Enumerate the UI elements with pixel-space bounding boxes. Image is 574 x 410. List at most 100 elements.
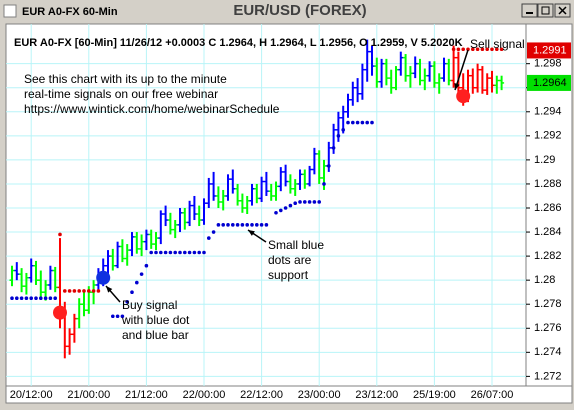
support-dot xyxy=(346,120,350,125)
x-tick-label: 23/00:00 xyxy=(298,389,341,401)
x-tick-label: 22/12:00 xyxy=(240,389,283,401)
support-dot xyxy=(226,223,230,227)
support-dot xyxy=(254,223,259,227)
annotation: real-time signals on our free webinar xyxy=(24,87,218,101)
y-tick-label: 1.29 xyxy=(534,154,555,166)
support-dot xyxy=(336,134,341,138)
support-dot xyxy=(120,314,125,319)
x-tick-label: 26/07:00 xyxy=(471,389,514,401)
maximize-button[interactable] xyxy=(537,3,554,18)
resistance-dot xyxy=(82,289,86,293)
support-dot xyxy=(365,120,370,125)
support-dot xyxy=(183,250,187,255)
support-dot xyxy=(149,250,153,255)
support-dot xyxy=(144,263,149,268)
support-dot xyxy=(360,120,365,125)
support-dot xyxy=(202,250,206,255)
x-tick-label: 21/00:00 xyxy=(67,389,110,401)
minimize-button[interactable] xyxy=(521,3,538,18)
support-dot xyxy=(211,230,216,234)
support-dot xyxy=(221,223,225,227)
support-dot xyxy=(322,182,326,186)
resistance-dot xyxy=(58,232,62,237)
app-icon xyxy=(3,4,17,18)
resistance-dot xyxy=(480,47,485,52)
annotation: See this chart with its up to the minute xyxy=(24,72,227,86)
price-tag xyxy=(527,42,571,59)
chart-title: EUR/USD (FOREX) xyxy=(233,2,366,19)
resistance-dot xyxy=(67,289,72,293)
resistance-dot xyxy=(91,289,96,293)
y-tick-label: 1.282 xyxy=(534,250,562,262)
support-dot xyxy=(192,250,197,255)
annotation: Sell signal xyxy=(470,37,525,51)
resistance-dot xyxy=(490,47,494,52)
support-dot xyxy=(351,120,355,125)
support-dot xyxy=(115,314,120,319)
resistance-dot xyxy=(466,47,470,52)
x-tick-label: 20/12:00 xyxy=(10,389,53,401)
annotation: Buy signal xyxy=(122,298,177,312)
support-dot xyxy=(173,250,177,255)
support-dot xyxy=(250,223,254,227)
y-tick-label: 1.272 xyxy=(534,370,562,382)
support-dot xyxy=(207,236,211,240)
price-tag xyxy=(527,74,571,91)
support-dot xyxy=(283,206,288,210)
x-tick-label: 25/19:00 xyxy=(413,389,456,401)
support-dot xyxy=(29,296,33,301)
resistance-dot xyxy=(461,47,466,52)
x-tick-label: 22/00:00 xyxy=(183,389,226,401)
support-dot xyxy=(130,290,134,294)
support-dot xyxy=(48,296,53,301)
support-dot xyxy=(341,128,346,132)
support-dot xyxy=(39,296,43,301)
support-dot xyxy=(259,223,264,227)
support-dot xyxy=(235,223,240,227)
annotation: https://www.wintick.com/home/webinarSche… xyxy=(24,102,280,116)
support-dot xyxy=(245,223,249,227)
signal-dot xyxy=(96,270,111,285)
support-dot xyxy=(19,296,24,301)
support-dot xyxy=(154,250,158,255)
support-dot xyxy=(370,120,374,125)
window-buttons[interactable] xyxy=(521,3,571,18)
support-dot xyxy=(264,223,269,227)
annotation: and blue bar xyxy=(122,328,189,342)
support-dot xyxy=(355,120,360,125)
support-dot xyxy=(135,280,139,285)
signal-dot xyxy=(456,89,471,104)
support-dot xyxy=(139,272,144,276)
annotation: with blue dot xyxy=(121,313,190,327)
support-dot xyxy=(288,203,293,208)
support-dot xyxy=(43,296,48,301)
resistance-dot xyxy=(87,289,91,293)
time-axis xyxy=(5,385,573,404)
resistance-dot xyxy=(77,289,81,293)
support-dot xyxy=(279,208,283,213)
resistance-dot xyxy=(471,47,475,52)
legend-text: EUR A0-FX [60-Min] 11/26/12 +0.0003 C 1.… xyxy=(14,37,463,49)
window-title: EUR A0-FX 60-Min xyxy=(22,6,118,18)
support-dot xyxy=(298,200,302,204)
annotation: Small blue xyxy=(268,238,324,252)
resistance-dot xyxy=(495,47,499,52)
annotation: dots are xyxy=(268,253,312,267)
maximize-glyph xyxy=(541,6,550,15)
signal-dot xyxy=(53,305,67,320)
y-tick-label: 1.298 xyxy=(534,58,562,70)
support-dot xyxy=(53,296,57,301)
y-tick-label: 1.276 xyxy=(534,322,562,334)
resistance-dot xyxy=(96,289,101,293)
support-dot xyxy=(24,296,29,301)
y-tick-label: 1.284 xyxy=(534,226,562,238)
y-tick-label: 1.28 xyxy=(534,274,555,286)
y-tick-label: 1.278 xyxy=(534,298,562,310)
y-tick-label: 1.288 xyxy=(534,178,562,190)
marks xyxy=(9,39,505,359)
support-dot xyxy=(178,250,182,255)
support-dot xyxy=(216,223,221,227)
support-dot xyxy=(163,250,168,255)
y-tick-label: 1.274 xyxy=(534,346,562,358)
